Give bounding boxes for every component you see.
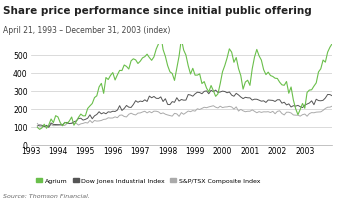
Legend: Agrium, Dow Jones Industrial Index, S&P/TSX Composite Index: Agrium, Dow Jones Industrial Index, S&P/…	[34, 175, 263, 186]
Text: Source: Thomson Financial.: Source: Thomson Financial.	[3, 193, 90, 198]
Text: April 21, 1993 – December 31, 2003 (index): April 21, 1993 – December 31, 2003 (inde…	[3, 26, 171, 34]
Text: Share price performance since initial public offering: Share price performance since initial pu…	[3, 6, 312, 16]
